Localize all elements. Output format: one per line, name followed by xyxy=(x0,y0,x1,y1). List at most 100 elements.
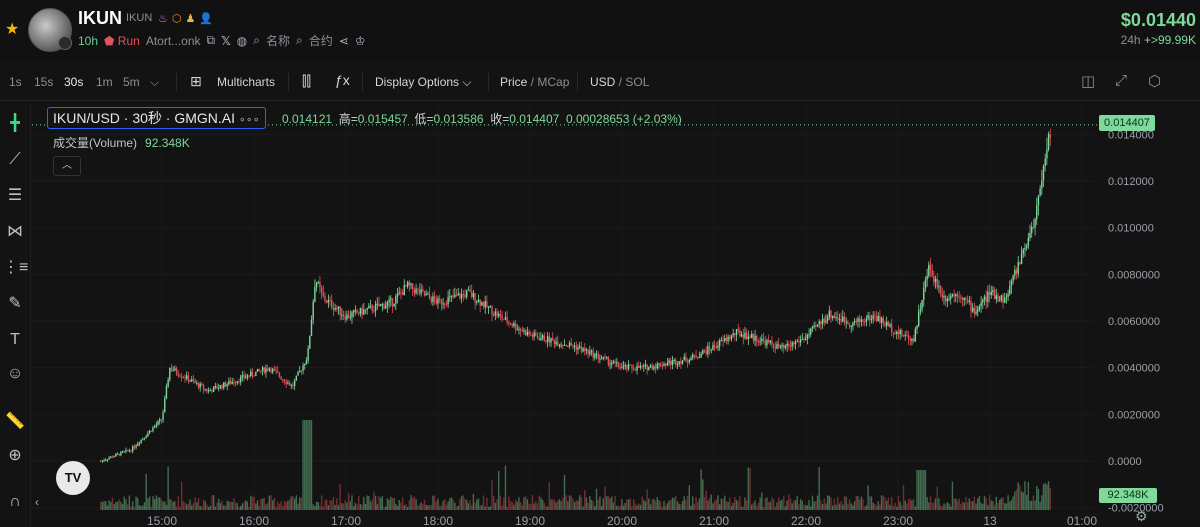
interval-30s[interactable]: 30s xyxy=(64,75,84,89)
interval-15s[interactable]: 15s xyxy=(34,75,54,89)
ruler-icon[interactable]: 📏 xyxy=(5,413,25,430)
volume-bar xyxy=(189,499,191,510)
volume-bar xyxy=(740,506,743,510)
emoji-icon[interactable]: ☺ xyxy=(6,365,24,382)
volume-bar xyxy=(818,467,820,510)
interval-1m[interactable]: 1m xyxy=(96,75,113,89)
candle-body xyxy=(998,300,1001,302)
volume-bar xyxy=(494,502,497,510)
tradingview-logo[interactable]: TV xyxy=(56,461,90,495)
volume-bar xyxy=(847,503,849,510)
search-contract-icon[interactable]: ⌕ xyxy=(296,33,303,47)
volume-bar xyxy=(577,500,579,510)
volume-bar xyxy=(184,502,186,510)
candle-body xyxy=(885,321,888,326)
usd-sol-toggle[interactable]: USD / SOL xyxy=(590,75,650,89)
candle-body xyxy=(295,375,298,381)
volume-bar xyxy=(536,503,539,510)
last-price-label: 0.014407 xyxy=(1099,115,1155,131)
indicators-icon[interactable]: ƒx xyxy=(335,72,350,88)
add-chart-icon[interactable]: ⊞ xyxy=(190,73,202,89)
volume-bar xyxy=(331,500,333,510)
candle-body xyxy=(837,317,839,320)
candle-body xyxy=(796,340,798,342)
symbol-legend[interactable]: IKUN/USD · 30秒 · GMGN.AI ∘∘∘ xyxy=(47,107,266,129)
volume-bar xyxy=(341,503,343,510)
volume-bar xyxy=(894,502,896,510)
fullscreen-icon[interactable]: ⤢ xyxy=(1115,72,1128,89)
volume-bar xyxy=(737,500,739,510)
copy-icon[interactable]: ⧉ xyxy=(206,33,216,47)
candle-body xyxy=(589,351,591,354)
candle-body xyxy=(339,306,341,315)
candle-body xyxy=(292,384,294,386)
candle-body xyxy=(501,315,503,320)
contract-address[interactable]: Atort...onk xyxy=(145,33,201,48)
x-twitter-icon[interactable]: 𝕏 xyxy=(221,33,231,48)
volume-bar xyxy=(401,497,404,510)
scroll-left-icon[interactable]: ‹ xyxy=(35,495,39,509)
candle-body xyxy=(185,375,188,379)
volume-bar xyxy=(643,499,645,510)
screenshot-camera-icon[interactable]: ◫ xyxy=(1081,73,1096,90)
volume-bar xyxy=(143,502,146,510)
trend-line-icon[interactable]: ⟋ xyxy=(9,151,21,168)
candle-body xyxy=(889,324,891,327)
candle-body xyxy=(848,323,851,327)
zoom-in-icon[interactable]: ⊕ xyxy=(8,447,22,464)
collapse-legend-button[interactable]: ︿ xyxy=(53,156,81,176)
candle-body xyxy=(224,382,227,387)
horizontal-lines-icon[interactable]: ☰ xyxy=(7,187,23,204)
crosshair-icon[interactable]: ╋ xyxy=(10,115,20,132)
volume-bar xyxy=(690,505,692,510)
brush-icon[interactable]: ✎ xyxy=(8,295,22,312)
candle-body xyxy=(147,433,149,437)
candle-body xyxy=(528,331,530,335)
candle-body xyxy=(1037,195,1040,206)
search-name-icon[interactable]: ⌕ xyxy=(253,33,260,47)
volume-bar xyxy=(277,501,279,510)
display-options-button[interactable]: Display Options ⌵ xyxy=(375,75,472,89)
candle-body xyxy=(562,344,564,346)
chain-badge-icon xyxy=(58,36,72,50)
axis-settings-icon[interactable]: ⚙ xyxy=(1135,508,1148,524)
share-icon[interactable]: ⋖ xyxy=(338,33,349,48)
favorite-star-icon[interactable]: ★ xyxy=(5,21,20,38)
fib-retracement-icon[interactable]: ⋮≡ xyxy=(3,259,29,276)
candle-body xyxy=(891,324,893,333)
candle-body xyxy=(928,264,930,276)
candle-body xyxy=(749,336,751,339)
interval-5m[interactable]: 5m xyxy=(123,75,140,89)
x-tick-label: 23:00 xyxy=(883,514,913,527)
volume-bar xyxy=(862,499,864,510)
chart-settings-icon[interactable]: ⬡ xyxy=(1148,73,1162,90)
interval-1s[interactable]: 1s xyxy=(9,75,22,89)
candle-body xyxy=(162,412,164,420)
volume-bar xyxy=(312,504,314,510)
search-by-contract-link[interactable]: 合约 xyxy=(308,34,333,48)
candle-body xyxy=(433,296,436,300)
search-by-name-link[interactable]: 名称 xyxy=(265,34,290,48)
volume-bar xyxy=(234,502,237,510)
volume-bar xyxy=(904,500,906,510)
magnet-icon[interactable]: ∩ xyxy=(9,493,21,510)
volume-bar xyxy=(499,495,502,510)
text-tool-icon[interactable]: T xyxy=(10,331,20,348)
candle-body xyxy=(351,312,353,317)
website-icon[interactable]: ◍ xyxy=(236,33,248,48)
multicharts-button[interactable]: Multicharts xyxy=(217,75,276,89)
candle-body xyxy=(192,379,195,381)
candle-type-icon[interactable]: ⫿⫿ xyxy=(302,73,311,89)
pattern-icon[interactable]: ⋈ xyxy=(7,223,23,240)
volume-bar xyxy=(508,496,510,510)
candle-body xyxy=(234,382,237,384)
interval-dropdown-icon[interactable]: ⌵ xyxy=(150,75,160,89)
price-mcap-toggle[interactable]: Price / MCap xyxy=(500,75,570,89)
candle-body xyxy=(336,308,338,310)
current-price: $0.01440 xyxy=(1120,10,1196,30)
crown-icon[interactable]: ♔ xyxy=(354,33,366,48)
candle-body xyxy=(953,294,955,297)
candle-body xyxy=(955,294,957,297)
volume-legend[interactable]: 成交量(Volume) 92.348K xyxy=(53,136,190,150)
